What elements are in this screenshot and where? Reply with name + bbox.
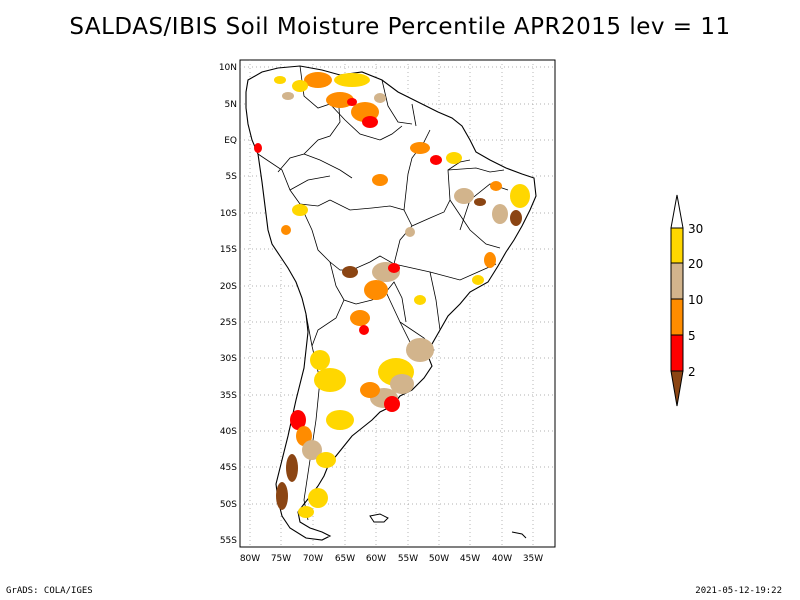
colorbar-segment: [670, 262, 684, 300]
lat-label: 50S: [220, 500, 237, 510]
colorbar-segment: [670, 298, 684, 336]
lon-label: 75W: [271, 554, 291, 564]
colorbar-label: 2: [688, 365, 696, 379]
lon-label: 45W: [460, 554, 480, 564]
colorbar-bottom-cap: [670, 370, 684, 407]
colorbar-label: 20: [688, 257, 703, 271]
lat-label: 25S: [220, 318, 237, 328]
lon-label: 65W: [335, 554, 355, 564]
lon-labels: 80W 75W 70W 65W 60W 55W 50W 45W 40W 35W: [240, 554, 543, 564]
lat-labels: 10N 5N EQ 5S 10S 15S 20S 25S 30S 35S 40S…: [219, 63, 237, 546]
lat-label: 5S: [226, 172, 238, 182]
lat-label: 10N: [219, 63, 237, 73]
south-georgia: [511, 531, 527, 539]
lon-label: 70W: [303, 554, 323, 564]
map-title: SALDAS/IBIS Soil Moisture Percentile APR…: [69, 14, 731, 40]
lat-label: 30S: [220, 354, 237, 364]
lat-label: 55S: [220, 536, 237, 546]
colorbar-segment: [670, 227, 684, 264]
footer-credit: GrADS: COLA/IGES: [6, 586, 93, 596]
lon-label: 80W: [240, 554, 260, 564]
lon-label: 40W: [492, 554, 512, 564]
lat-label: 5N: [225, 100, 237, 110]
lon-label: 50W: [429, 554, 449, 564]
lat-label: 35S: [220, 391, 237, 401]
lat-label: 40S: [220, 427, 237, 437]
colorbar-label: 5: [688, 329, 696, 343]
lat-label: 15S: [220, 245, 237, 255]
colorbar-segment: [670, 334, 684, 372]
lon-label: 35W: [523, 554, 543, 564]
lon-label: 60W: [366, 554, 386, 564]
lat-label: 10S: [220, 209, 237, 219]
colorbar: 2 5 10 20 30: [670, 194, 703, 407]
lon-label: 55W: [398, 554, 418, 564]
colorbar-top-cap: [670, 194, 684, 229]
colorbar-label: 30: [688, 222, 703, 236]
footer-timestamp: 2021-05-12-19:22: [695, 586, 782, 596]
lat-label: 20S: [220, 282, 237, 292]
falkland-islands: [369, 513, 389, 523]
colorbar-label: 10: [688, 293, 703, 307]
lat-label: EQ: [224, 136, 237, 146]
lat-label: 45S: [220, 463, 237, 473]
anomaly-patches: [254, 72, 530, 518]
